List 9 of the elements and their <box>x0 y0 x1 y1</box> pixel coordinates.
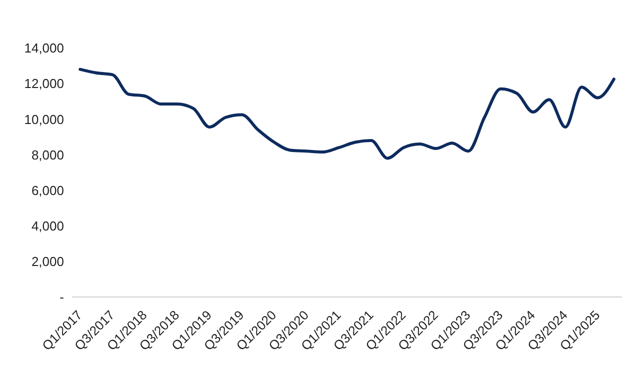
y-tick-label: - <box>60 290 64 305</box>
y-tick-label: 14,000 <box>24 40 64 56</box>
y-tick-label: 4,000 <box>31 218 64 234</box>
y-tick-label: 12,000 <box>24 76 64 92</box>
line-series <box>78 68 616 160</box>
y-tick-label: 10,000 <box>24 112 64 127</box>
y-tick-label: 6,000 <box>31 182 64 198</box>
y-tick-label: 8,000 <box>31 147 64 162</box>
y-tick-label: 2,000 <box>31 254 64 270</box>
